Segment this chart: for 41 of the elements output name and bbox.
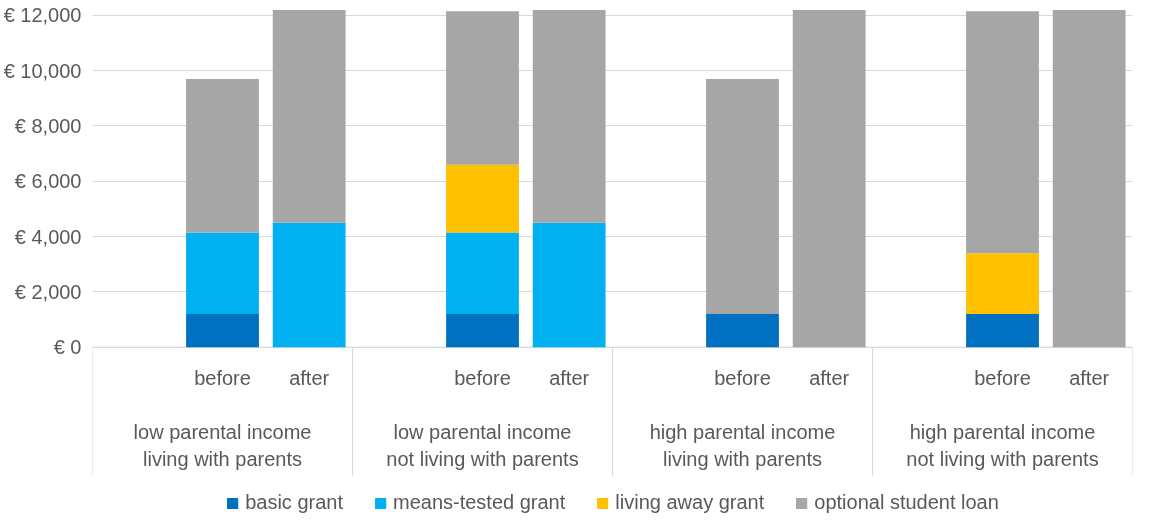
x-tick-label: after	[809, 366, 850, 389]
text: high parental income living with parents	[649, 421, 836, 470]
bar	[966, 313, 1039, 348]
bar	[186, 313, 259, 348]
text: low parental income living with parents	[133, 421, 312, 470]
legend-label: optional student loan	[814, 491, 999, 514]
text: low parental income not living with parents	[386, 421, 579, 470]
x-tick-label: after	[289, 366, 330, 389]
x-tick-label: after	[1069, 366, 1110, 389]
legend-label: basic grant	[245, 491, 343, 514]
x-tick-label: before	[454, 366, 511, 389]
x-tick-label: after	[549, 366, 590, 389]
y-tick-label: € 6,000	[14, 170, 82, 193]
bar	[272, 9, 346, 223]
bar	[792, 9, 866, 348]
bar	[186, 79, 259, 233]
bar	[186, 232, 259, 314]
y-tick-label: € 12,000	[3, 4, 82, 27]
bar	[446, 313, 519, 348]
y-tick-label: € 8,000	[14, 115, 82, 137]
y-tick-label: € 10,000	[3, 59, 82, 82]
bar	[1052, 9, 1126, 348]
bar	[446, 164, 519, 233]
bar	[446, 232, 519, 314]
legend-label: living away grant	[615, 491, 765, 514]
y-tick-label: € 2,000	[14, 280, 82, 303]
bar	[446, 11, 519, 165]
text: high parental income not living with parents	[906, 421, 1099, 470]
bar	[532, 222, 606, 348]
legend-label: means-tested grant	[392, 491, 566, 514]
x-tick-label: before	[974, 366, 1031, 389]
y-tick-label: € 4,000	[14, 225, 82, 248]
bar	[966, 11, 1039, 254]
y-tick-label: € 0	[53, 336, 82, 359]
x-tick-label: before	[714, 366, 771, 389]
bar	[706, 313, 779, 348]
x-tick-label: before	[194, 366, 251, 389]
bar	[706, 79, 779, 314]
bar	[966, 253, 1039, 314]
bar	[272, 222, 346, 348]
bar	[532, 9, 606, 223]
